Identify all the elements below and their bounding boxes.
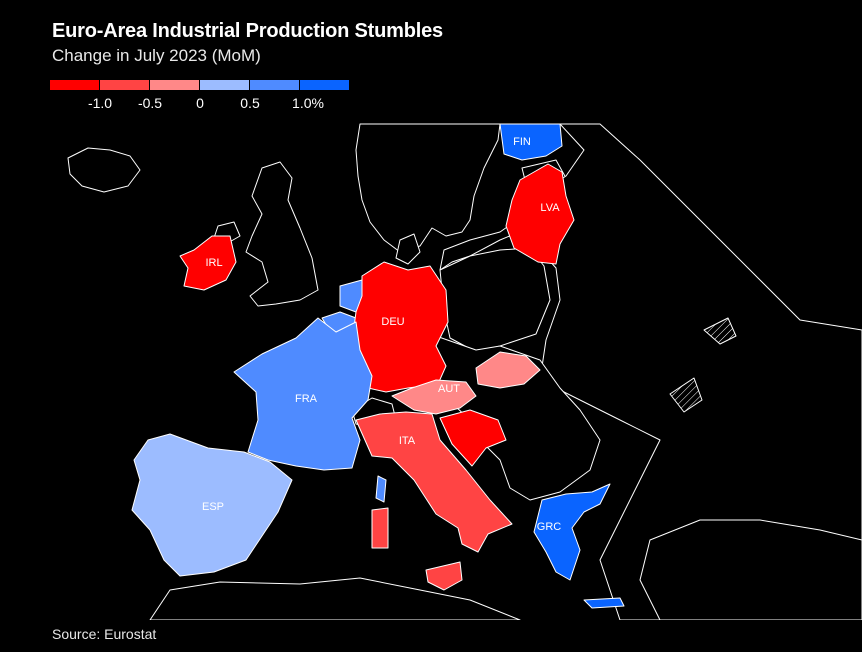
britain-shape [245, 161, 319, 307]
country-ITA-sardinia [371, 507, 389, 549]
country-AUT-east [475, 351, 541, 389]
label-FRA: FRA [295, 393, 318, 405]
country-IRL [179, 235, 237, 291]
label-DEU: DEU [381, 316, 404, 328]
donbas-hatched [669, 377, 703, 413]
iceland-shape [67, 147, 141, 193]
country-ITA [355, 411, 513, 553]
legend-swatch-2 [100, 80, 149, 90]
country-GRC-crete [583, 597, 625, 609]
turkey-shape [639, 519, 862, 620]
legend-tick-2: -0.5 [137, 95, 163, 111]
label-LVA: LVA [540, 202, 560, 214]
country-AUT [391, 379, 477, 415]
label-GRC: GRC [537, 521, 562, 533]
euro-countries [131, 123, 625, 609]
country-GRC [533, 483, 611, 581]
country-FRA [233, 317, 373, 471]
label-ITA: ITA [399, 435, 416, 447]
country-ESP [131, 433, 293, 577]
legend-swatch-5 [250, 80, 299, 90]
country-ITA-sicily [425, 561, 463, 591]
poland-shape [439, 247, 551, 353]
color-legend: -1.0 -0.5 0 0.5 1.0% [50, 80, 350, 114]
legend-swatch-3 [150, 80, 199, 90]
scandinavia-shape [355, 123, 501, 253]
country-labels: FIN LVA IRL DEU AUT FRA ITA ESP GRC [202, 136, 561, 533]
legend-tick-1: -1.0 [87, 95, 113, 111]
crimea-hatched [703, 317, 737, 345]
country-HRV-slovenia [439, 409, 507, 467]
label-IRL: IRL [205, 257, 222, 269]
chart-subtitle: Change in July 2023 (MoM) [52, 46, 261, 65]
country-FIN [499, 123, 563, 161]
europe-map: FIN LVA IRL DEU AUT FRA ITA ESP GRC [67, 123, 862, 620]
legend-swatch-6 [300, 80, 349, 90]
chart-title: Euro-Area Industrial Production Stumbles [52, 20, 443, 42]
source-note: Source: Eurostat [52, 626, 157, 642]
legend-tick-3: 0 [196, 95, 204, 111]
legend-swatch-4 [200, 80, 249, 90]
legend-tick-5: 1.0% [292, 95, 324, 111]
country-LVA [505, 163, 575, 265]
label-AUT: AUT [438, 383, 460, 395]
central-balkans-shape [429, 335, 601, 501]
label-ESP: ESP [202, 501, 224, 513]
denmark-shape [395, 233, 421, 265]
legend-tick-4: 0.5 [240, 95, 260, 111]
label-FIN: FIN [513, 136, 531, 148]
legend-swatch-1 [50, 80, 99, 90]
corsica-shape [375, 475, 387, 503]
north-africa-shape [149, 577, 521, 620]
